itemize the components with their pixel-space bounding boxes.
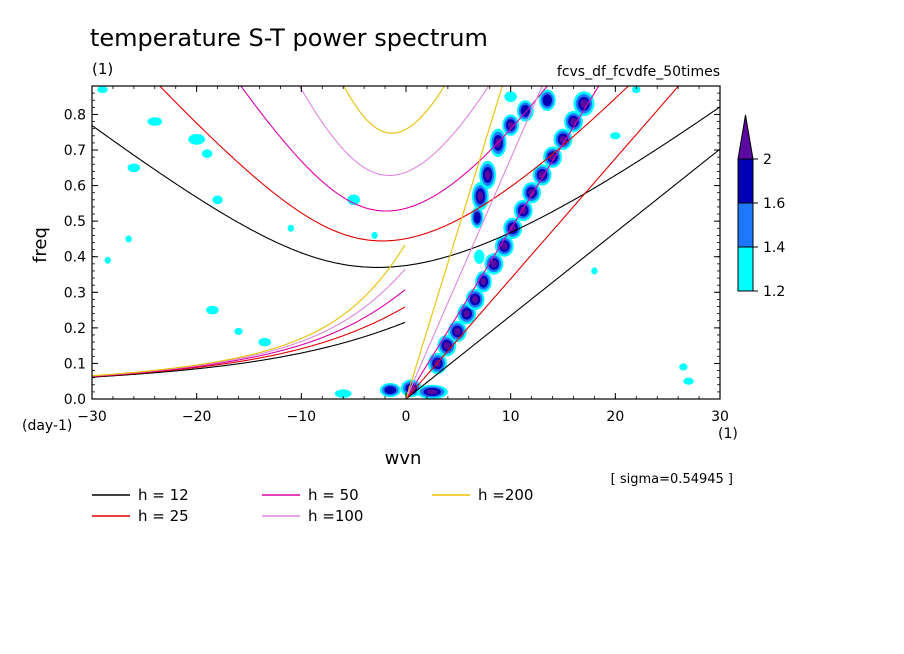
colorbar-label-3: 2 [763, 152, 772, 168]
colorbar-segment-1 [737, 202, 754, 248]
dispersion-kelvin-h100 [405, 86, 543, 399]
contour-blob-2-level-2 [384, 386, 397, 395]
dispersion-mrg-h200 [92, 244, 406, 377]
dispersion-ig-h12 [92, 106, 720, 268]
contour-blob-37-level-0 [125, 235, 132, 243]
contour-blob-46-level-0 [371, 231, 378, 239]
dispersion-kelvin-h12 [405, 148, 720, 399]
contour-blob-38-level-0 [104, 256, 111, 264]
contour-blob-6-level-3 [463, 310, 470, 318]
sigma-note: [ sigma=0.54945 ] [611, 472, 733, 487]
plot-frame [91, 85, 721, 400]
dispersion-mrg-h25 [92, 306, 406, 378]
contour-blob-39-level-0 [504, 91, 517, 103]
dispersion-kelvin-h200 [405, 86, 503, 399]
contour-blob-30-level-0 [212, 195, 223, 205]
contour-blob-20-level-3 [484, 170, 491, 180]
legend-label-h100: h =100 [308, 507, 363, 525]
contour-blob-32-level-0 [206, 305, 219, 315]
x-tick-label-20: 20 [606, 409, 624, 425]
colorbar-label-2: 1.6 [763, 196, 785, 212]
chart-subtitle-right: fcvs_df_fcvdfe_50times [557, 64, 720, 80]
contour-blob-8-level-3 [480, 277, 487, 286]
contour-blob-34-level-0 [234, 327, 243, 335]
contour-blob-42-level-0 [679, 363, 688, 371]
contour-blob-35-level-0 [188, 134, 206, 145]
y-tick-label-0.2: 0.2 [64, 321, 86, 337]
y-tick-label-0: 0.0 [64, 392, 86, 408]
y-tick-label-0.5: 0.5 [64, 214, 86, 230]
contour-blob-23-level-2 [520, 104, 531, 117]
contour-blob-44-level-0 [632, 86, 641, 94]
contour-blob-19-level-3 [477, 191, 484, 202]
contour-blob-17-level-3 [570, 117, 577, 126]
dispersion-ig-h200 [343, 86, 445, 134]
contour-blob-22-level-3 [507, 121, 514, 129]
contour-blob-43-level-0 [334, 389, 352, 398]
contour-blob-45-level-0 [591, 267, 598, 275]
contour-blob-18-level-3 [580, 99, 588, 109]
x-axis-unit: (1) [718, 426, 738, 442]
dispersion-ig-h25 [158, 86, 630, 242]
contour-blob-36-level-0 [97, 86, 108, 94]
contour-blob-33-level-0 [258, 337, 271, 347]
contour-blob-25-level-2 [473, 211, 481, 224]
colorbar-label-0: 1.2 [763, 284, 785, 300]
y-tick-label-0.8: 0.8 [64, 107, 86, 123]
colorbar-extension-arrow [737, 114, 754, 160]
dispersion-ig-h50 [240, 86, 548, 212]
colorbar-label-1: 1.4 [763, 240, 785, 256]
contour-blob-12-level-3 [520, 206, 527, 215]
x-tick-label--20: −20 [182, 409, 212, 425]
contour-blob-5-level-3 [454, 327, 461, 336]
x-tick-label-0: 0 [402, 409, 411, 425]
contour-blob-7-level-3 [471, 295, 479, 304]
contour-blob-27-level-0 [147, 117, 163, 126]
y-tick-label-0.6: 0.6 [64, 179, 86, 195]
contour-blob-31-level-0 [347, 194, 360, 206]
dispersion-kelvin-h50 [405, 86, 600, 399]
contour-blob-10-level-3 [501, 242, 508, 250]
x-tick-label--30: −30 [77, 409, 107, 425]
colorbar: 1.2 1.4 1.6 2 [737, 114, 785, 300]
y-tick-label-0.1: 0.1 [64, 356, 86, 372]
contour-blob-9-level-3 [490, 260, 498, 268]
legend-label-h12: h = 12 [138, 486, 189, 504]
contour-blob-29-level-0 [201, 149, 213, 158]
contour-blob-26-level-0 [474, 249, 485, 264]
legend-label-h200: h =200 [478, 486, 533, 504]
contour-blob-1-level-3 [426, 389, 438, 395]
chart-subtitle-left: (1) [92, 60, 113, 78]
x-tick-label-30: 30 [711, 409, 729, 425]
contour-blob-11-level-3 [509, 224, 516, 232]
contour-blob-4-level-3 [443, 342, 451, 350]
dispersion-mrg-h12 [92, 321, 406, 378]
x-tick-label-10: 10 [502, 409, 520, 425]
contour-blob-24-level-2 [542, 94, 552, 107]
legend: h = 12 h = 25 h = 50 h =100 h =200 [92, 486, 533, 525]
contour-blob-13-level-3 [528, 189, 535, 197]
y-tick-label-0.7: 0.7 [64, 143, 86, 159]
y-axis-unit: (day-1) [22, 418, 72, 434]
dispersion-ig-h100 [298, 86, 490, 176]
colorbar-segment-0 [737, 246, 754, 292]
dispersion-curve-layer [92, 86, 720, 399]
y-tick-label-0.3: 0.3 [64, 285, 86, 301]
contour-blob-28-level-0 [127, 163, 141, 173]
axes-layer: −30 −20 −10 0 10 20 30 0.0 0.1 0.2 0.3 0.4 0.5 0.6 0.7… [64, 85, 729, 425]
legend-label-h50: h = 50 [308, 486, 359, 504]
chart-title: temperature S-T power spectrum [90, 24, 488, 52]
dispersion-kelvin-h25 [405, 86, 680, 399]
y-tick-label-0.4: 0.4 [64, 250, 86, 266]
colorbar-segment-2 [737, 158, 754, 204]
y-axis-label: freq [30, 227, 51, 263]
contour-blob-41-level-0 [683, 377, 694, 385]
x-tick-label--10: −10 [287, 409, 317, 425]
contour-blob-14-level-3 [538, 171, 546, 179]
contour-blob-47-level-0 [287, 224, 295, 232]
x-axis-label: wvn [385, 448, 422, 469]
legend-label-h25: h = 25 [138, 507, 189, 525]
contour-blob-40-level-0 [610, 132, 621, 140]
